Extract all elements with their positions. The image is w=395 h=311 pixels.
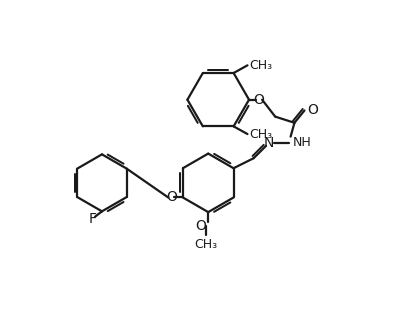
Text: O: O [253, 93, 264, 107]
Text: CH₃: CH₃ [249, 128, 272, 141]
Text: CH₃: CH₃ [249, 59, 272, 72]
Text: N: N [264, 136, 274, 150]
Text: O: O [195, 219, 206, 233]
Text: NH: NH [293, 136, 312, 149]
Text: F: F [89, 212, 97, 226]
Text: O: O [307, 104, 318, 118]
Text: O: O [167, 190, 177, 204]
Text: CH₃: CH₃ [194, 238, 218, 251]
